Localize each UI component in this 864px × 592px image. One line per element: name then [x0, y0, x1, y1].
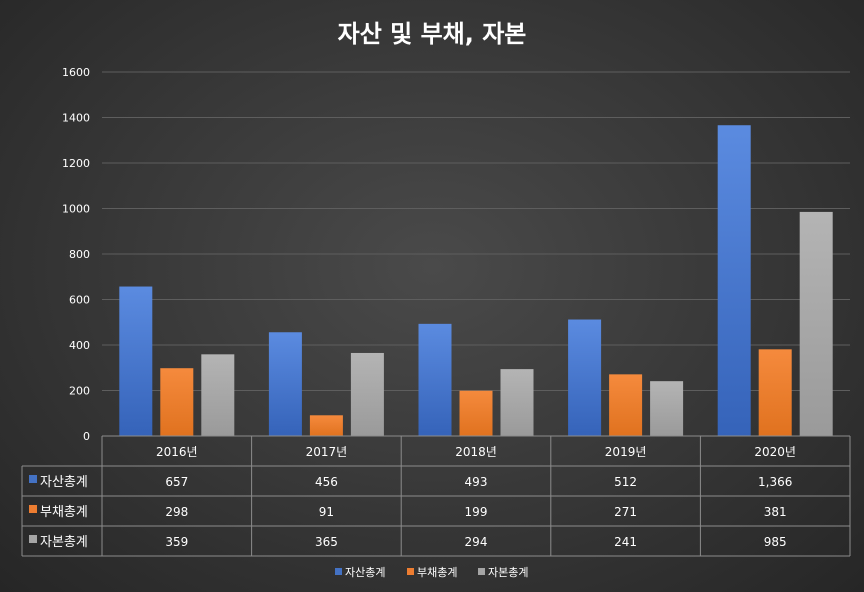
bar-liabilities — [160, 368, 194, 436]
row-legend-key — [29, 535, 37, 543]
data-label: 985 — [764, 535, 787, 549]
y-tick-label: 0 — [83, 430, 90, 443]
category-label: 2016년 — [156, 445, 198, 459]
chart-title: 자산 및 부채, 자본 — [338, 20, 527, 48]
bar-liabilities — [459, 390, 493, 436]
y-tick-label: 1200 — [62, 157, 90, 170]
category-label: 2019년 — [605, 445, 647, 459]
bar-equity — [650, 381, 684, 436]
data-label: 199 — [465, 505, 488, 519]
row-legend-key — [29, 475, 37, 483]
legend-label: 자본총계 — [488, 566, 528, 579]
legend-label: 부채총계 — [417, 566, 457, 579]
legend: 자산총계 부채총계 자본총계 — [335, 566, 528, 579]
legend-swatch — [478, 568, 485, 575]
bar-assets — [268, 332, 302, 436]
category-label: 2020년 — [754, 445, 796, 459]
data-label: 365 — [315, 535, 338, 549]
legend-swatch — [407, 568, 414, 575]
bar-assets — [418, 323, 452, 436]
bar-equity — [201, 354, 235, 436]
bar-liabilities — [758, 349, 792, 436]
data-label: 512 — [614, 475, 637, 489]
bar-equity — [350, 352, 384, 436]
y-tick-label: 1400 — [62, 112, 90, 125]
category-label: 2018년 — [455, 445, 497, 459]
data-label: 294 — [465, 535, 488, 549]
gridlines — [102, 71, 850, 391]
data-label: 91 — [319, 505, 334, 519]
data-label: 271 — [614, 505, 637, 519]
y-tick-label: 400 — [69, 339, 90, 352]
bars — [119, 125, 833, 437]
bar-liabilities — [609, 374, 643, 436]
y-tick-label: 1600 — [62, 66, 90, 79]
y-tick-label: 1000 — [62, 203, 90, 216]
data-label: 1,366 — [758, 475, 792, 489]
bar-assets — [568, 319, 602, 436]
data-label: 493 — [465, 475, 488, 489]
data-label: 456 — [315, 475, 338, 489]
bar-assets — [119, 286, 153, 436]
y-axis: 0 200 400 600 800 1000 1200 1400 1600 — [62, 66, 90, 443]
bar-liabilities — [309, 415, 343, 436]
category-label: 2017년 — [306, 445, 348, 459]
legend-label: 자산총계 — [345, 566, 385, 579]
row-series-label: 자본총계 — [40, 535, 88, 550]
bar-equity — [500, 369, 534, 436]
row-legend-key — [29, 505, 37, 513]
data-label: 381 — [764, 505, 787, 519]
data-label: 657 — [165, 475, 188, 489]
data-label: 241 — [614, 535, 637, 549]
y-tick-label: 200 — [69, 385, 90, 398]
bar-equity — [799, 211, 833, 436]
y-tick-label: 800 — [69, 248, 90, 261]
data-label: 359 — [165, 535, 188, 549]
data-label: 298 — [165, 505, 188, 519]
bar-assets — [717, 125, 751, 437]
y-tick-label: 600 — [69, 294, 90, 307]
legend-swatch — [335, 568, 342, 575]
row-series-label: 부채총계 — [40, 505, 88, 520]
row-series-label: 자산총계 — [40, 475, 88, 490]
